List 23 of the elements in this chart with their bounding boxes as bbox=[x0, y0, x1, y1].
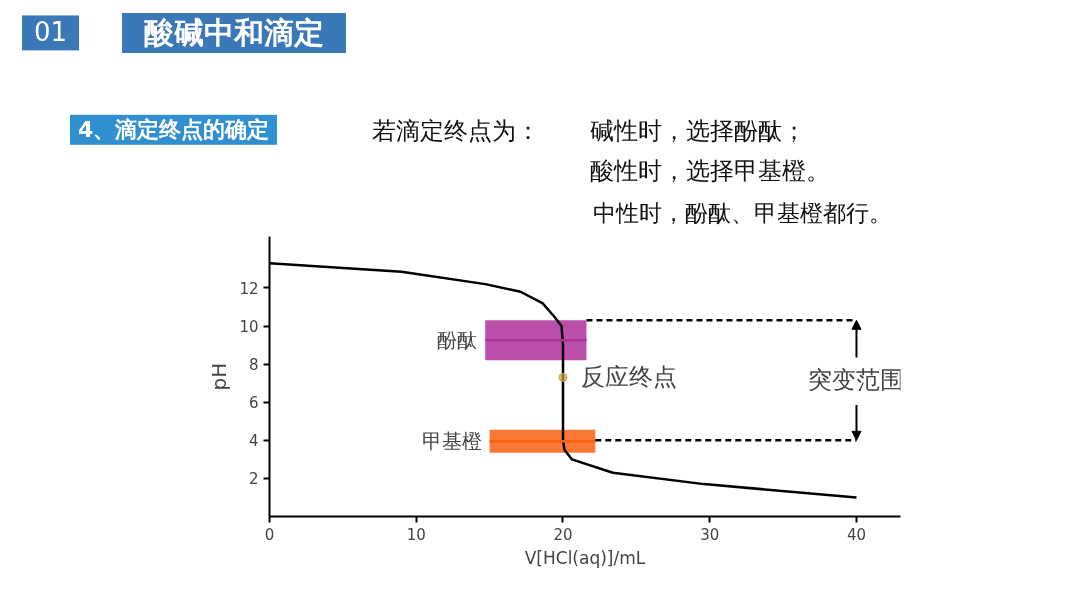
series-label: 甲基橙 bbox=[421, 429, 482, 454]
y-axis-title: pH bbox=[207, 362, 232, 391]
x-tick-label: 10 bbox=[406, 525, 426, 544]
y-tick-label: 6 bbox=[248, 394, 259, 413]
text: 01 bbox=[22, 15, 80, 51]
x-axis-title: V[HCl(aq)]/mL bbox=[524, 547, 646, 568]
series-label: 酚酞 bbox=[437, 328, 478, 353]
text: 酸性时，选择甲基橙。 bbox=[590, 156, 830, 186]
text: 若滴定终点为： bbox=[372, 116, 540, 146]
x-tick-label: 0 bbox=[264, 525, 275, 544]
x-tick-label: 20 bbox=[553, 525, 573, 544]
chart-subtitle: 4、滴定终点的确定 bbox=[70, 114, 278, 146]
y-tick-label: 8 bbox=[248, 356, 259, 375]
y-tick-label: 4 bbox=[248, 432, 259, 451]
x-tick-label: 30 bbox=[700, 525, 720, 544]
y-tick-label: 2 bbox=[248, 470, 259, 489]
y-tick-label: 12 bbox=[239, 279, 259, 298]
chart-title: 酸碱中和滴定 bbox=[122, 13, 346, 53]
y-tick-label: 10 bbox=[239, 318, 259, 337]
x-tick-label: 40 bbox=[846, 525, 867, 544]
annotation: 反应终点 bbox=[580, 363, 677, 392]
text: 碱性时，选择酚酞； bbox=[590, 116, 806, 146]
text: 中性时，酚酞、甲基橙都行。 bbox=[593, 200, 892, 228]
